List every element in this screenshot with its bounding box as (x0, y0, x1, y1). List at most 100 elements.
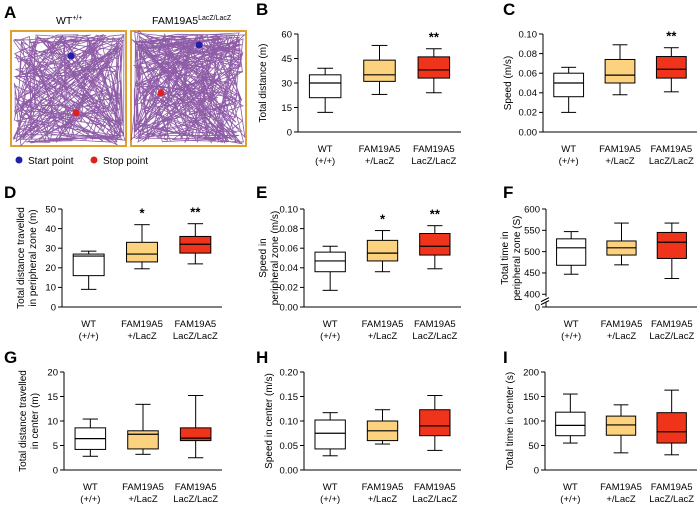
category-label: LacZ/LacZ (412, 494, 457, 505)
category-label: FAM19A5 (651, 482, 693, 493)
start-point-marker (15, 156, 23, 164)
category-label: (+/+) (320, 331, 340, 342)
significance-marker: ** (666, 29, 677, 44)
y-axis-label: Total distance (m) (258, 44, 269, 123)
box-iqr (417, 56, 451, 79)
category-label: +/LacZ (127, 331, 157, 342)
panel-d: D 0 10 20 30 40 50 Total distance travelledin p… (4, 183, 222, 342)
box-iqr (127, 430, 159, 450)
panel-h: H 0.00 0.05 0.10 0.15 0.20 Speed in center (m/… (256, 348, 461, 505)
box-2: * (366, 212, 399, 273)
box-3 (419, 395, 451, 451)
box-1 (308, 67, 342, 113)
y-tick-label: 500 (524, 247, 540, 258)
legend-start-label: Start point (28, 156, 74, 167)
box-iqr (655, 56, 687, 79)
category-label: (+/+) (315, 156, 335, 167)
significance-marker: ** (430, 207, 441, 222)
y-tick-label: 0.00 (519, 127, 538, 138)
box-1 (556, 231, 587, 275)
panel-label-f: F (503, 183, 513, 202)
y-tick-label: 100 (523, 416, 539, 427)
y-tick-label: 0.00 (280, 465, 299, 476)
category-label: WT (323, 319, 338, 330)
arena-right-start-point (195, 41, 203, 49)
category-label: FAM19A5 (600, 482, 642, 493)
y-tick-label: 15 (47, 392, 58, 403)
significance-marker: * (380, 212, 386, 227)
category-label: FAM19A5 (651, 319, 693, 330)
category-label: FAM19A5 (650, 144, 692, 155)
category-label: WT (561, 144, 576, 155)
category-label: WT (83, 482, 98, 493)
y-tick-label: 50 (45, 204, 56, 215)
box-3 (656, 389, 687, 456)
y-tick-label: 10 (45, 283, 56, 294)
y-tick-label: 20 (47, 367, 58, 378)
y-axis-label: Total time in center (s) (505, 372, 516, 470)
category-label: LacZ/LacZ (412, 331, 457, 342)
box-iqr (419, 409, 451, 437)
y-tick-label: 0.15 (280, 392, 299, 403)
y-tick-label: 5 (53, 441, 58, 452)
legend-stop: Stop point (90, 156, 148, 167)
y-tick-label: 50 (528, 441, 539, 452)
category-label: +/LacZ (128, 494, 158, 505)
y-tick-label: 0.02 (280, 283, 299, 294)
y-tick-label: 450 (524, 268, 540, 279)
y-tick-label: 40 (45, 224, 56, 235)
y-tick-label: 0.10 (280, 204, 299, 215)
arena-left-track (12, 33, 126, 147)
panel-label-i: I (503, 348, 508, 367)
category-label: LacZ/LacZ (649, 494, 694, 505)
category-label: LacZ/LacZ (649, 331, 694, 342)
y-tick-label: 0 (535, 302, 540, 313)
category-label: FAM19A5 (362, 319, 404, 330)
panel-a: A WT+/+ FAM19A5LacZ/LacZ Start point Sto… (4, 3, 247, 167)
y-tick-label: 10 (47, 416, 58, 427)
category-label: FAM19A5 (414, 482, 456, 493)
panel-label-b: B (256, 0, 268, 19)
category-label: FAM19A5 (175, 482, 217, 493)
category-label: LacZ/LacZ (173, 494, 218, 505)
y-tick-label: 0.10 (519, 29, 538, 40)
arena-right-title: FAM19A5LacZ/LacZ (152, 15, 232, 27)
box-iqr (419, 233, 451, 256)
box-iqr (555, 411, 586, 437)
category-label: (+/+) (559, 156, 579, 167)
category-label: FAM19A5 (359, 144, 401, 155)
box-2 (606, 222, 637, 266)
y-axis-label: Speed inperipheral zone (m/s) (258, 211, 281, 305)
box-2 (363, 44, 396, 95)
category-label: +/LacZ (365, 156, 395, 167)
box-iqr (126, 241, 158, 263)
box-1 (314, 245, 346, 291)
significance-marker: ** (190, 205, 201, 220)
category-label: WT (564, 319, 579, 330)
box-1 (72, 250, 105, 290)
panel-label-h: H (256, 348, 268, 367)
y-tick-label: 0.06 (519, 69, 538, 80)
y-tick-label: 20 (45, 263, 56, 274)
panel-label-d: D (4, 183, 16, 202)
box-3: ** (179, 205, 212, 265)
legend-start: Start point (15, 156, 74, 167)
category-label: (+/+) (561, 331, 581, 342)
box-1 (314, 412, 346, 457)
category-label: FAM19A5 (599, 144, 641, 155)
arena-right-track (130, 30, 246, 145)
category-label: WT (323, 482, 338, 493)
arena-left-title: WT+/+ (56, 15, 82, 27)
box-3 (179, 395, 212, 459)
y-tick-label: 30 (45, 244, 56, 255)
y-tick-label: 30 (281, 78, 292, 89)
y-tick-label: 0.05 (280, 441, 299, 452)
category-label: LacZ/LacZ (411, 156, 456, 167)
y-tick-label: 0.04 (280, 263, 299, 274)
category-label: FAM19A5 (122, 482, 164, 493)
category-label: FAM19A5 (414, 319, 456, 330)
category-label: +/LacZ (606, 494, 636, 505)
